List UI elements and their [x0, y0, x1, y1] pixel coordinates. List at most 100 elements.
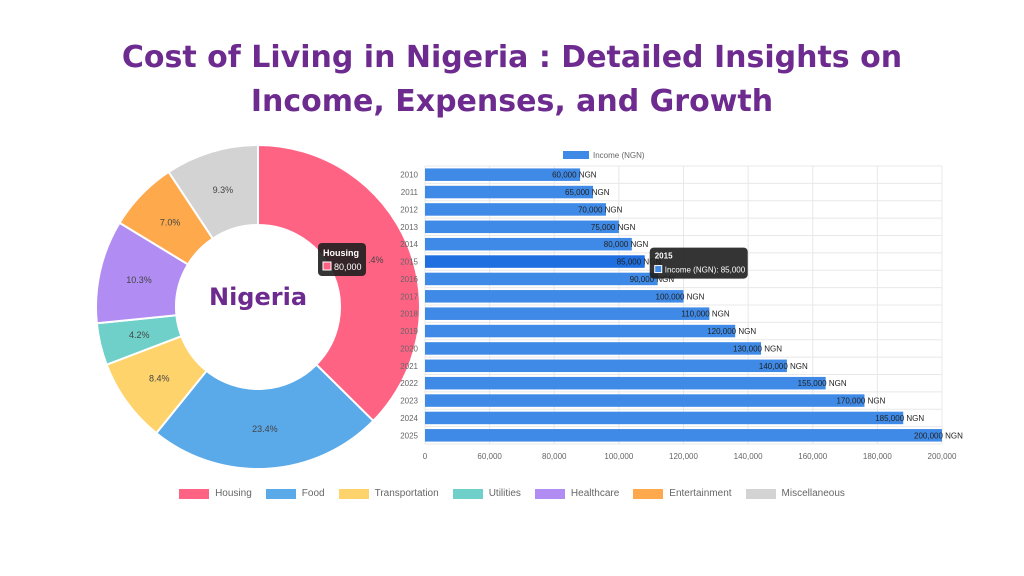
bar-data-label: 80,000 NGN — [604, 240, 649, 249]
legend-item-utilities[interactable]: Utilities — [452, 488, 521, 499]
y-tick-label: 2017 — [400, 292, 418, 301]
bar-data-label: 60,000 NGN — [552, 171, 597, 180]
legend-label: Food — [301, 488, 325, 499]
legend-item-housing[interactable]: Housing — [179, 488, 252, 499]
legend-label: Miscellaneous — [781, 488, 845, 499]
legend-swatch — [534, 488, 565, 499]
legend-swatch — [745, 488, 776, 499]
y-tick-label: 2024 — [400, 414, 418, 423]
x-tick-label: 140,000 — [734, 452, 763, 461]
bar-2010[interactable] — [425, 168, 581, 181]
bar-2013[interactable] — [425, 220, 619, 234]
bar-2025[interactable] — [425, 429, 942, 442]
legend-swatch — [452, 488, 483, 499]
bar-tooltip-title: 2015 — [655, 252, 673, 261]
legend-item-food[interactable]: Food — [265, 488, 325, 499]
slice-miscellaneous[interactable] — [167, 143, 259, 240]
page-title: Cost of Living in Nigeria : Detailed Ins… — [0, 36, 1024, 124]
y-tick-label: 2015 — [400, 258, 418, 267]
y-tick-label: 2019 — [400, 327, 418, 336]
bar-tooltip-swatch — [654, 265, 663, 274]
bar-data-label: 75,000 NGN — [591, 223, 636, 232]
y-tick-label: 2010 — [400, 171, 418, 180]
y-tick-label: 2021 — [400, 362, 418, 371]
bar-data-label: 155,000 NGN — [798, 379, 847, 388]
bar-legend-label[interactable]: Income (NGN) — [593, 151, 645, 160]
bar-tooltip-text: Income (NGN): 85,000 — [665, 266, 746, 275]
legend-label: Utilities — [488, 488, 521, 499]
bar-2011[interactable] — [425, 185, 594, 199]
bar-2022[interactable] — [425, 376, 826, 390]
bar-2024[interactable] — [425, 411, 904, 425]
y-tick-label: 2020 — [400, 344, 418, 353]
legend-item-healthcare[interactable]: Healthcare — [534, 488, 620, 499]
x-tick-label: 200,000 — [928, 452, 957, 461]
x-tick-label: 60,000 — [477, 452, 502, 461]
bar-data-label: 65,000 NGN — [565, 188, 610, 197]
y-tick-label: 2014 — [400, 240, 418, 249]
bar-data-label: 130,000 NGN — [733, 344, 782, 353]
pie-legend: Housing Food Transportation Utilities Health… — [0, 488, 1024, 499]
page-title-line2: Income, Expenses, and Growth — [250, 84, 774, 119]
pie-tooltip-swatch — [322, 261, 332, 271]
slice-label-food: 23.4% — [252, 424, 278, 434]
legend-item-entertainment[interactable]: Entertainment — [633, 488, 732, 499]
bar-data-label: 70,000 NGN — [578, 205, 623, 214]
pie-tooltip-title: Housing — [323, 248, 359, 258]
bar-data-label: 110,000 NGN — [681, 310, 730, 319]
legend-swatch — [633, 488, 664, 499]
bar-tooltip: 2015 Income (NGN): 85,000 — [649, 247, 748, 279]
y-tick-label: 2023 — [400, 397, 418, 406]
legend-swatch — [338, 488, 369, 499]
bar-data-label: 90,000 NGN — [630, 275, 675, 284]
y-tick-label: 2013 — [400, 223, 418, 232]
bar-data-label: 85,000 NGN — [617, 258, 662, 267]
pie-tooltip-value: 80,000 — [334, 262, 362, 272]
legend-item-transportation[interactable]: Transportation — [338, 488, 439, 499]
bar-2021[interactable] — [425, 359, 787, 373]
bar-2023[interactable] — [425, 394, 865, 407]
bar-2012[interactable] — [425, 203, 606, 216]
bar-2015[interactable] — [425, 255, 645, 268]
y-tick-label: 2025 — [400, 431, 418, 440]
slice-label-healthcare: 10.3% — [126, 275, 152, 285]
bar-data-label: 170,000 NGN — [836, 397, 885, 406]
legend-swatch — [265, 488, 296, 499]
x-tick-label: 80,000 — [542, 452, 567, 461]
x-tick-label: 160,000 — [798, 452, 827, 461]
page-title-line1: Cost of Living in Nigeria : Detailed Ins… — [121, 40, 903, 75]
bar-2017[interactable] — [425, 290, 684, 303]
slice-label-housing-partial: .4% — [368, 255, 384, 265]
pie-tooltip: Housing 80,000 — [318, 243, 366, 276]
bar-2019[interactable] — [425, 324, 736, 338]
slice-food[interactable] — [154, 363, 375, 470]
bar-2016[interactable] — [425, 272, 658, 286]
bar-2018[interactable] — [425, 307, 710, 320]
bar-tooltip-box — [649, 247, 748, 279]
y-tick-label: 2018 — [400, 310, 418, 319]
legend-label: Entertainment — [669, 488, 732, 499]
slice-label-utilities: 4.2% — [129, 330, 150, 340]
bar-2014[interactable] — [425, 237, 632, 251]
bar-data-label: 200,000 NGN — [914, 431, 963, 440]
bar-data-label: 185,000 NGN — [875, 414, 924, 423]
legend-label: Healthcare — [570, 488, 620, 499]
slice-label-transportation: 8.4% — [149, 374, 170, 384]
bar-data-label: 140,000 NGN — [759, 362, 808, 371]
bar-legend-swatch — [563, 151, 589, 159]
x-tick-label: 0 — [423, 452, 428, 461]
y-tick-label: 2012 — [400, 205, 418, 214]
legend-swatch — [179, 488, 210, 499]
y-tick-label: 2011 — [401, 188, 419, 197]
y-tick-label: 2022 — [400, 379, 418, 388]
legend-item-miscellaneous[interactable]: Miscellaneous — [745, 488, 845, 499]
slice-label-entertainment: 7.0% — [160, 217, 181, 227]
bar-data-label: 120,000 NGN — [707, 327, 756, 336]
legend-label: Transportation — [374, 488, 439, 499]
legend-label: Housing — [215, 488, 252, 499]
bar-2020[interactable] — [425, 342, 762, 355]
x-tick-label: 100,000 — [604, 452, 633, 461]
y-tick-label: 2016 — [400, 275, 418, 284]
